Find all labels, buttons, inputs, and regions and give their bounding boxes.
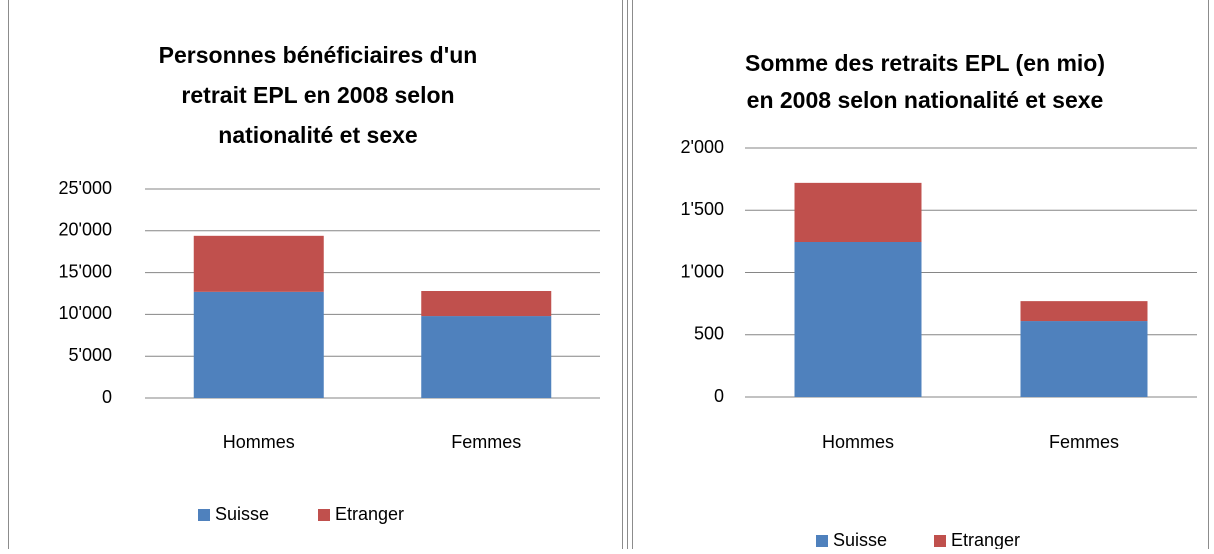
legend-swatch xyxy=(816,535,828,547)
bar-segment xyxy=(1020,301,1148,322)
legend-label: Suisse xyxy=(833,530,887,549)
legend-label: Etranger xyxy=(951,530,1020,549)
y-tick-label: 2'000 xyxy=(681,137,724,157)
panel-border xyxy=(8,0,623,554)
legend-swatch xyxy=(318,509,330,521)
legend-swatch xyxy=(934,535,946,547)
bar-segment xyxy=(421,316,552,398)
y-tick-label: 10'000 xyxy=(59,303,113,323)
y-tick-label: 15'000 xyxy=(59,261,113,281)
y-tick-label: 0 xyxy=(714,386,724,406)
x-tick-label: Femmes xyxy=(451,432,521,452)
chart-title: nationalité et sexe xyxy=(218,122,417,148)
y-tick-label: 500 xyxy=(694,324,724,344)
y-tick-label: 1'500 xyxy=(681,199,724,219)
legend-swatch xyxy=(198,509,210,521)
bar-segment xyxy=(794,182,922,242)
x-tick-label: Femmes xyxy=(1049,432,1119,452)
bar-segment xyxy=(1020,321,1148,397)
x-tick-label: Hommes xyxy=(223,432,295,452)
panel-border xyxy=(632,0,1209,554)
y-tick-label: 1'000 xyxy=(681,261,724,281)
legend-label: Suisse xyxy=(215,504,269,524)
chart-title: en 2008 selon nationalité et sexe xyxy=(747,87,1104,113)
y-tick-label: 20'000 xyxy=(59,220,113,240)
chart-title: Somme des retraits EPL (en mio) xyxy=(745,50,1105,76)
y-tick-label: 25'000 xyxy=(59,178,113,198)
bar-segment xyxy=(421,290,552,317)
chart-title: Personnes bénéficiaires d'un xyxy=(159,42,478,68)
bar-segment xyxy=(193,291,324,398)
bar-segment xyxy=(794,241,922,397)
y-tick-label: 0 xyxy=(102,387,112,407)
x-tick-label: Hommes xyxy=(822,432,894,452)
y-tick-label: 5'000 xyxy=(69,345,112,365)
legend-label: Etranger xyxy=(335,504,404,524)
bar-segment xyxy=(193,235,324,292)
chart-title: retrait EPL en 2008 selon xyxy=(181,82,454,108)
